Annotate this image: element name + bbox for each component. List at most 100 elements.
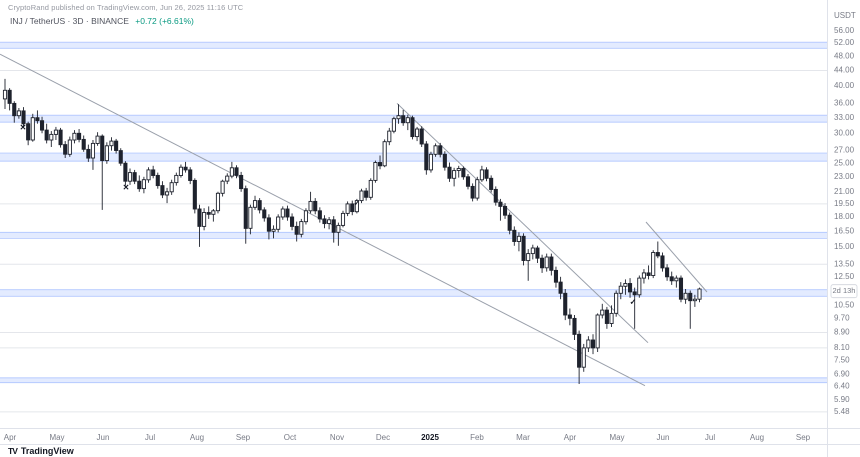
candle xyxy=(322,215,327,229)
candle-body-down xyxy=(234,167,239,176)
check-mark[interactable]: ✓ xyxy=(630,298,637,307)
price-axis-unit: USDT xyxy=(834,11,856,20)
candle xyxy=(688,290,693,329)
candle xyxy=(470,183,475,202)
candle xyxy=(623,279,628,295)
candle xyxy=(183,161,188,173)
candle xyxy=(39,116,45,134)
price-axis-label: 56.00 xyxy=(834,26,855,35)
candle xyxy=(327,217,332,230)
time-axis-month-label: Oct xyxy=(284,433,297,442)
price-axis-label: 15.00 xyxy=(834,242,855,251)
time-axis-month-label: Sep xyxy=(796,433,811,442)
candle-body-up xyxy=(475,179,480,199)
candle xyxy=(641,269,646,284)
candle xyxy=(498,198,503,221)
candle xyxy=(442,151,447,171)
candle-body-up xyxy=(141,179,146,190)
candle xyxy=(465,174,471,190)
candle xyxy=(294,221,299,242)
candle-body-down xyxy=(540,257,545,269)
candle xyxy=(683,289,688,304)
time-axis[interactable]: Apr May Jun Jul Aug Sep Oct Nov Dec 2025 Feb Mar Apr… xyxy=(4,433,811,442)
candle-body-up xyxy=(280,208,285,218)
candle-body-down xyxy=(590,339,596,349)
candle-body-up xyxy=(600,309,605,316)
candle xyxy=(30,113,35,142)
zone xyxy=(0,153,827,162)
candle xyxy=(7,88,12,111)
candle-body-up xyxy=(67,139,72,155)
annotation-marks[interactable]: ✕ ✕ ✓ ✓ xyxy=(20,123,637,307)
zone xyxy=(0,232,827,239)
trendline[interactable] xyxy=(645,221,708,293)
candle xyxy=(665,264,670,281)
candle-body-up xyxy=(229,167,234,177)
candle xyxy=(563,289,568,321)
candle xyxy=(604,306,609,329)
candle xyxy=(364,187,369,201)
check-mark[interactable]: ✓ xyxy=(354,199,361,208)
price-axis-label: 52.00 xyxy=(834,38,855,47)
candle xyxy=(535,245,540,263)
candle-body-up xyxy=(220,180,225,194)
tradingview-logo-icon[interactable]: TV xyxy=(8,446,18,456)
candle xyxy=(424,141,429,175)
candle-body-up xyxy=(382,141,387,167)
cross-mark[interactable]: ✕ xyxy=(20,123,27,132)
candle-body-up xyxy=(692,298,697,302)
candle xyxy=(262,207,267,222)
candle xyxy=(248,204,253,235)
price-axis-label: 18.00 xyxy=(834,212,855,221)
trendline[interactable] xyxy=(396,103,649,344)
candle xyxy=(271,225,276,239)
price-axis-label: 9.70 xyxy=(834,314,850,323)
candle xyxy=(540,254,545,273)
candle xyxy=(512,226,517,246)
price-axis-label: 8.90 xyxy=(834,328,850,337)
candle-body-up xyxy=(215,192,221,212)
candle-body-up xyxy=(49,133,54,141)
candle-body-up xyxy=(174,174,179,184)
candle xyxy=(160,181,165,199)
candle-body-down xyxy=(322,218,327,225)
candle-body-up xyxy=(308,200,313,212)
candle-body-down xyxy=(688,292,693,302)
symbol-title: INJ / TetherUS · 3D · BINANCE xyxy=(10,16,129,26)
candle-body-up xyxy=(479,169,484,181)
candle xyxy=(609,305,614,327)
zone xyxy=(0,377,827,383)
publish-attribution: CryptoRand published on TradingView.com,… xyxy=(8,3,244,12)
price-axis-label: 5.90 xyxy=(834,395,850,404)
candle xyxy=(660,252,665,272)
candle xyxy=(415,126,420,142)
candle xyxy=(493,186,498,206)
candle xyxy=(299,218,304,238)
candle xyxy=(257,198,262,214)
candle-body-down xyxy=(424,143,429,171)
tradingview-brand[interactable]: TradingView xyxy=(20,446,74,456)
candle xyxy=(507,212,512,235)
candle xyxy=(595,313,600,352)
trendlines[interactable] xyxy=(0,53,708,387)
price-axis-label: 8.10 xyxy=(834,343,850,352)
candle xyxy=(169,179,174,195)
candle-body-down xyxy=(192,179,197,210)
price-axis-label: 36.00 xyxy=(834,99,855,108)
candle-body-up xyxy=(164,191,170,196)
candle xyxy=(549,253,554,276)
candle-body-down xyxy=(257,200,262,211)
tradingview-attribution[interactable]: TV TradingView xyxy=(8,446,74,456)
candle xyxy=(669,271,674,285)
cross-mark[interactable]: ✕ xyxy=(123,183,130,192)
candle xyxy=(590,334,596,355)
candle-body-up xyxy=(405,117,410,124)
candle xyxy=(692,294,697,307)
price-axis[interactable]: USDT 56.00 52.00 48.00 44.00 40.00 36.00 33.00 3… xyxy=(830,11,858,416)
candle-body-down xyxy=(183,166,188,171)
candle xyxy=(526,249,531,281)
candle xyxy=(387,127,392,146)
candle-body-down xyxy=(44,129,49,141)
candle-body-down xyxy=(512,229,517,242)
